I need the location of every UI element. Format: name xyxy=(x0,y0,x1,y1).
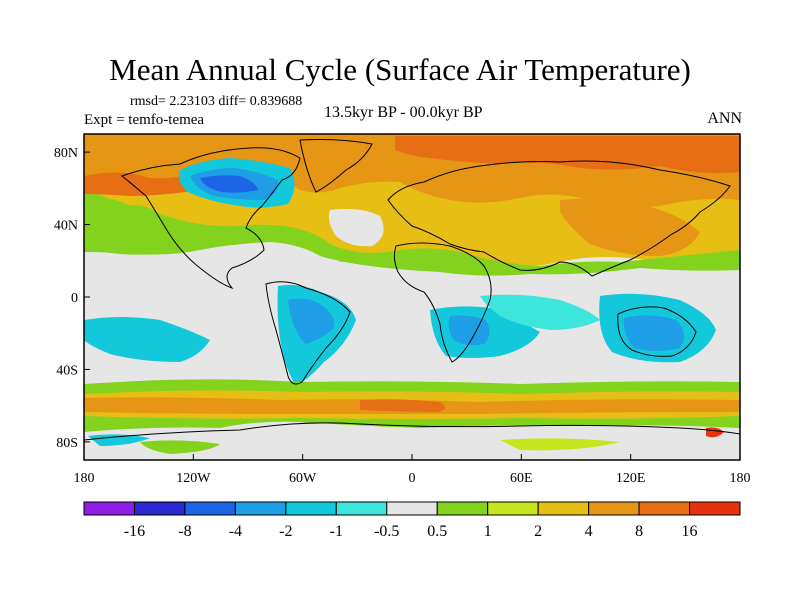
colorbar-box xyxy=(83,501,135,516)
coastline-greenland xyxy=(299,139,373,193)
field-indian-ocean-cyan xyxy=(480,294,600,330)
coastline-south-america xyxy=(265,281,351,385)
field-south-america-blue xyxy=(288,298,335,344)
x-tick-label: 120E xyxy=(616,471,646,486)
x-axis: 180 120W 60W 0 60E 120E 180 xyxy=(74,454,751,486)
coastlines xyxy=(84,139,740,441)
x-tick-label: 60E xyxy=(510,471,533,486)
field-antarctica xyxy=(84,421,740,460)
y-tick-label: 40S xyxy=(56,363,78,378)
y-tick-label: 80S xyxy=(56,436,78,451)
coastline-eurasia xyxy=(387,160,731,277)
y-tick-label: 0 xyxy=(71,291,78,306)
colorbar-box xyxy=(184,501,236,516)
field-antarctica-green xyxy=(140,440,220,454)
x-tick-label: 60W xyxy=(289,471,317,486)
colorbar: -16 -8 -4 -2 -1 -0.5 0.5 1 2 4 8 16 xyxy=(83,501,741,540)
y-axis: 80N 40N 0 40S 80S xyxy=(54,146,90,451)
colorbar-box xyxy=(133,501,186,516)
x-tick-label: 0 xyxy=(409,471,416,486)
colorbar-label: 8 xyxy=(635,523,643,540)
season-label: ANN xyxy=(707,110,742,127)
field-south-pacific-cyan xyxy=(84,317,210,362)
field-arctic-deep-orange xyxy=(395,136,740,174)
colorbar-label: 4 xyxy=(585,523,593,540)
colorbar-box xyxy=(335,501,388,516)
colorbar-box xyxy=(537,501,590,516)
x-tick-label: 120W xyxy=(176,471,211,486)
field-antarctica-cyan xyxy=(88,434,150,446)
colorbar-box xyxy=(436,501,489,516)
field-northern-green-band xyxy=(84,190,740,276)
colorbar-label: -2 xyxy=(279,523,292,540)
x-tick-label: 180 xyxy=(730,471,751,486)
colorbar-label: -16 xyxy=(124,523,145,540)
x-tick-label: 180 xyxy=(74,471,95,486)
colorbar-label: 0.5 xyxy=(427,523,447,540)
colorbar-label: 16 xyxy=(682,523,698,540)
colorbar-box xyxy=(234,501,287,516)
field-antarctica-yellow xyxy=(500,438,620,451)
y-tick-label: 40N xyxy=(54,219,78,234)
colorbar-label: -0.5 xyxy=(374,523,399,540)
experiment-label: Expt = temfo-temea xyxy=(84,112,205,128)
colorbar-box xyxy=(638,501,691,516)
colorbar-box xyxy=(285,501,337,516)
y-tick-label: 80N xyxy=(54,146,78,161)
field-africa-blue xyxy=(448,315,490,346)
map-field xyxy=(84,134,740,460)
coastline-north-america xyxy=(120,147,301,290)
colorbar-box xyxy=(588,501,640,516)
coastline-africa xyxy=(393,242,492,363)
field-australia-blue xyxy=(623,315,685,351)
colorbar-box xyxy=(487,501,539,516)
colorbar-box xyxy=(386,501,438,516)
field-pacific-green xyxy=(84,196,182,255)
chart-title: Mean Annual Cycle (Surface Air Temperatu… xyxy=(109,52,691,87)
field-east-asia-orange xyxy=(560,198,700,256)
colorbar-label: 1 xyxy=(484,523,492,540)
coastline-australia xyxy=(617,306,697,357)
colorbar-label: -4 xyxy=(229,523,242,540)
field-hudson-cold-deep xyxy=(200,175,258,193)
field-southern-deep-orange xyxy=(360,399,445,412)
field-atlantic-grey-tongue xyxy=(328,208,384,247)
coastline-antarctica xyxy=(84,422,740,441)
period-label: 13.5kyr BP - 00.0kyr BP xyxy=(324,104,483,121)
colorbar-box xyxy=(689,501,741,516)
rmsd-diff-stats: rmsd= 2.23103 diff= 0.839688 xyxy=(130,94,303,109)
colorbar-label: 2 xyxy=(534,523,542,540)
colorbar-label: -1 xyxy=(330,523,343,540)
colorbar-label: -8 xyxy=(178,523,191,540)
